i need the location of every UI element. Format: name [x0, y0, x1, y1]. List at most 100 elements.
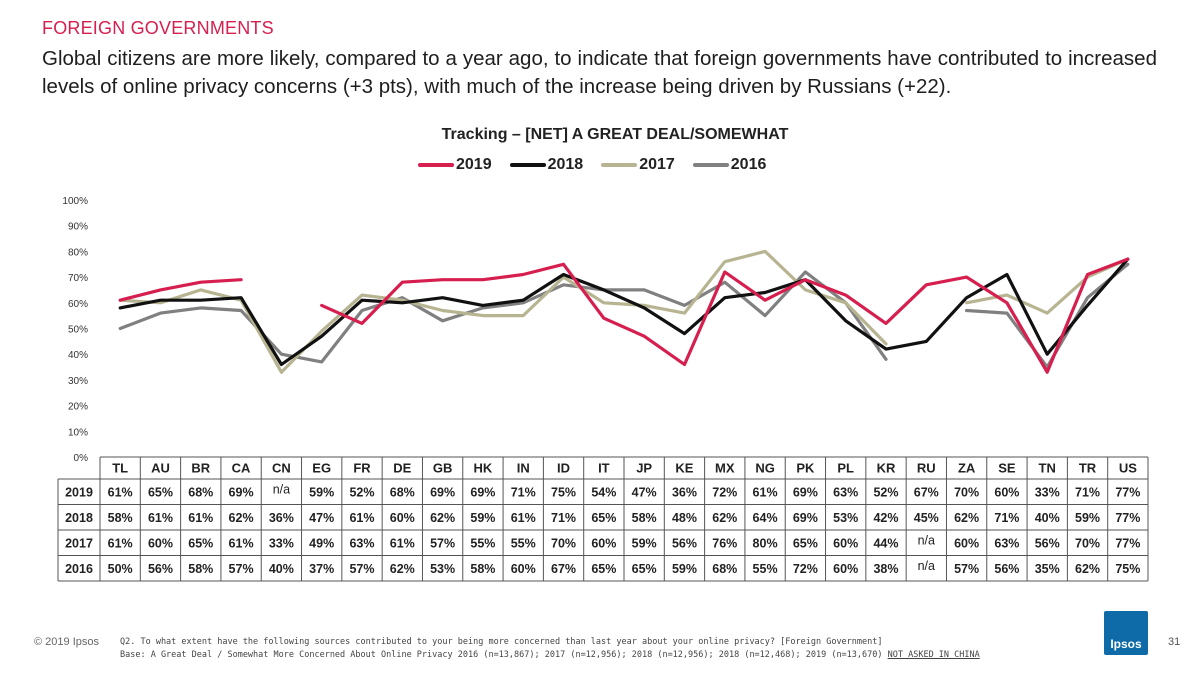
data-label: 50% [108, 562, 133, 576]
category-label: TL [112, 461, 128, 476]
data-label: 56% [994, 562, 1019, 576]
data-label: 67% [551, 562, 576, 576]
legend-item-2017: 2017 [601, 156, 675, 174]
data-label: 61% [188, 511, 213, 525]
y-tick-label: 50% [68, 325, 88, 336]
data-label: 55% [511, 536, 536, 550]
data-label: 70% [1075, 536, 1100, 550]
category-label: TN [1039, 461, 1056, 476]
legend-item-2018: 2018 [509, 156, 583, 174]
category-label: PL [837, 461, 854, 476]
data-label: 40% [269, 562, 294, 576]
data-label: 60% [591, 536, 616, 550]
data-label: 65% [188, 536, 213, 550]
y-tick-label: 100% [62, 196, 88, 207]
footnote-base: Base: A Great Deal / Somewhat More Conce… [120, 650, 980, 660]
data-label: 60% [390, 511, 415, 525]
data-label: 60% [954, 536, 979, 550]
footnote: Q2. To what extent have the following so… [120, 636, 980, 662]
data-label: 61% [229, 536, 254, 550]
category-label: AU [151, 461, 170, 476]
category-label: IN [517, 461, 530, 476]
legend-swatch [418, 163, 454, 167]
category-label: RU [917, 461, 936, 476]
data-label: 44% [873, 536, 898, 550]
data-label: 59% [470, 511, 495, 525]
data-label: 52% [873, 485, 898, 499]
data-label: 76% [712, 536, 737, 550]
data-label: 80% [753, 536, 778, 550]
data-label: 62% [712, 511, 737, 525]
footnote-question: Q2. To what extent have the following so… [120, 637, 883, 647]
row-label-2018: 2018 [65, 511, 93, 525]
y-tick-label: 0% [74, 453, 89, 464]
data-label: 69% [430, 485, 455, 499]
data-label: 33% [1035, 485, 1060, 499]
data-label: 65% [148, 485, 173, 499]
data-label: 40% [1035, 511, 1060, 525]
data-label: 55% [470, 536, 495, 550]
data-label: 61% [108, 536, 133, 550]
data-label: 65% [632, 562, 657, 576]
data-label: 55% [753, 562, 778, 576]
data-label: 61% [349, 511, 374, 525]
data-label: 77% [1115, 511, 1140, 525]
data-label: 77% [1115, 536, 1140, 550]
data-label: 70% [954, 485, 979, 499]
data-label: 56% [672, 536, 697, 550]
ipsos-logo: Ipsos [1104, 611, 1148, 655]
data-label: 63% [349, 536, 374, 550]
data-label: 71% [551, 511, 576, 525]
data-label: 57% [430, 536, 455, 550]
series-line-2016 [118, 262, 1130, 369]
category-label: TR [1079, 461, 1097, 476]
legend-swatch [692, 163, 729, 167]
data-label: 54% [591, 485, 616, 499]
y-tick-label: 70% [68, 273, 88, 284]
category-label: US [1119, 461, 1137, 476]
data-label: 69% [229, 485, 254, 499]
data-label: 75% [551, 485, 576, 499]
data-label: 45% [914, 511, 939, 525]
data-label: 37% [309, 562, 334, 576]
legend-swatch [601, 163, 638, 167]
data-label: 60% [833, 562, 858, 576]
data-label: 59% [309, 485, 334, 499]
data-label: 38% [873, 562, 898, 576]
data-label: 68% [712, 562, 737, 576]
y-tick-label: 60% [68, 299, 88, 310]
data-label: 49% [309, 536, 334, 550]
data-label: 63% [833, 485, 858, 499]
legend-label: 2019 [456, 156, 492, 173]
series-line-2018 [118, 257, 1130, 367]
data-label: 42% [873, 511, 898, 525]
data-label: 47% [309, 511, 334, 525]
data-label: 59% [1075, 511, 1100, 525]
y-tick-label: 30% [68, 376, 88, 387]
data-label: 65% [591, 511, 616, 525]
category-label: IT [598, 461, 610, 476]
data-label: 57% [229, 562, 254, 576]
data-label: 58% [632, 511, 657, 525]
data-label: 61% [511, 511, 536, 525]
data-label: 62% [229, 511, 254, 525]
chart-title: Tracking – [NET] A GREAT DEAL/SOMEWHAT [441, 126, 789, 143]
legend-item-2019: 2019 [418, 156, 492, 174]
y-tick-label: 10% [68, 427, 88, 438]
data-label: 53% [430, 562, 455, 576]
data-label: 67% [914, 485, 939, 499]
data-label: 60% [994, 485, 1019, 499]
data-label: 60% [833, 536, 858, 550]
category-label: ID [557, 461, 570, 476]
category-label: NG [755, 461, 775, 476]
data-label: 58% [108, 511, 133, 525]
headline: Global citizens are more likely, compare… [42, 47, 1157, 98]
data-label: 68% [390, 485, 415, 499]
data-label: 61% [108, 485, 133, 499]
category-label: EG [312, 461, 331, 476]
category-label: KR [877, 461, 896, 476]
data-label: 48% [672, 511, 697, 525]
data-label: 36% [672, 485, 697, 499]
data-label: 69% [793, 485, 818, 499]
legend-item-2016: 2016 [692, 156, 766, 174]
